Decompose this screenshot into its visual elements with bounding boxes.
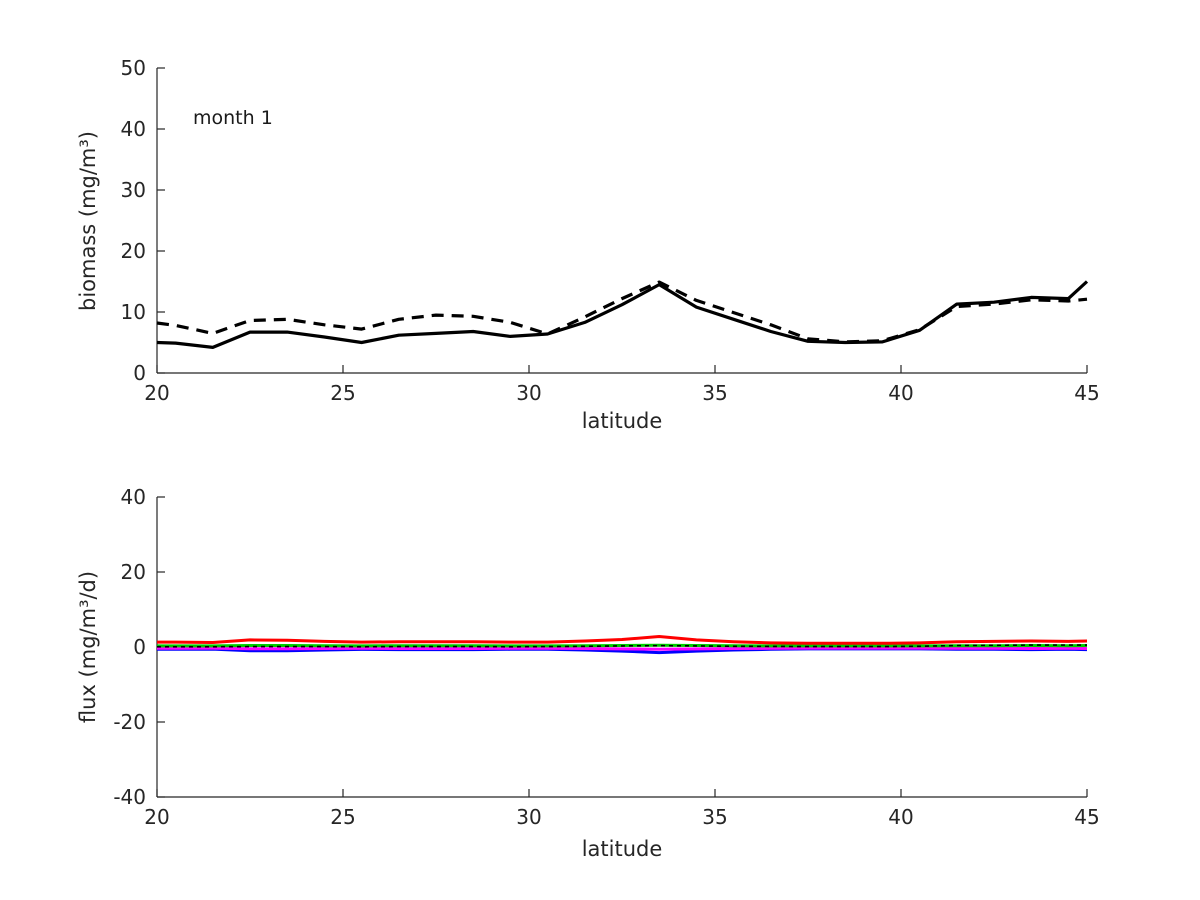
- series-flux-black-dashed: [157, 644, 1087, 648]
- biomass-x-tick-label: 30: [516, 381, 541, 405]
- biomass-x-tick-label: 25: [330, 381, 355, 405]
- flux-x-axis-label: latitude: [581, 837, 663, 861]
- biomass-x-tick-label: 20: [144, 381, 169, 405]
- biomass-y-tick-label: 0: [133, 361, 146, 385]
- biomass-y-tick-label: 20: [121, 239, 146, 263]
- biomass-x-axis-label: latitude: [581, 409, 663, 433]
- flux-y-axis-label: flux (mg/m³/d): [76, 570, 100, 724]
- flux-y-tick-label: -20: [113, 710, 146, 734]
- flux-y-tick-label: 20: [121, 560, 146, 584]
- flux-y-tick-label: -40: [113, 785, 146, 809]
- flux-x-tick-label: 30: [516, 805, 541, 829]
- series-biomass-dashed: [156, 280, 1088, 344]
- series-flux-magenta: [157, 646, 1088, 651]
- series-flux-red: [157, 635, 1088, 645]
- flux-x-tick-label: 25: [330, 805, 355, 829]
- biomass-y-tick-label: 40: [121, 117, 146, 141]
- flux-x-tick-label: 20: [144, 805, 169, 829]
- series-biomass-solid: [156, 280, 1089, 349]
- biomass-x-tick-label: 45: [1074, 381, 1099, 405]
- biomass-y-tick-label: 50: [121, 56, 146, 80]
- biomass-x-tick-label: 40: [888, 381, 913, 405]
- biomass-x-tick-label: 35: [702, 381, 727, 405]
- biomass-y-tick-label: 10: [121, 300, 146, 324]
- flux-y-tick-label: 0: [133, 635, 146, 659]
- flux-x-tick-label: 35: [702, 805, 727, 829]
- biomass-y-tick-label: 30: [121, 178, 146, 202]
- biomass-y-axis-label: biomass (mg/m³): [76, 130, 100, 312]
- flux-y-tick-label: 40: [121, 485, 146, 509]
- month-annotation: month 1: [193, 107, 273, 129]
- flux-x-tick-label: 40: [888, 805, 913, 829]
- flux-x-tick-label: 45: [1074, 805, 1099, 829]
